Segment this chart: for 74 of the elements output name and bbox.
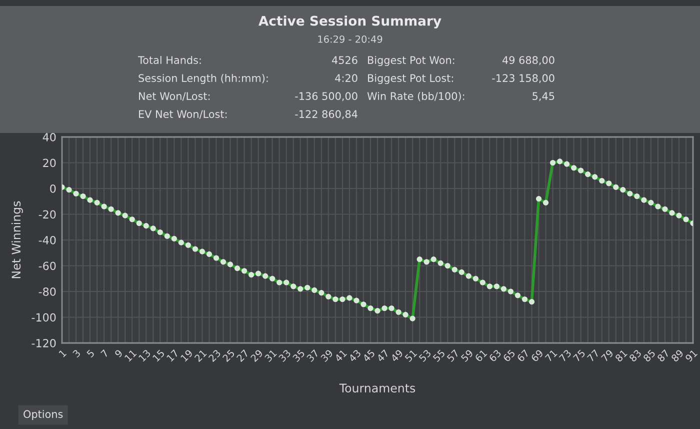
- y-tick-label: 0: [50, 184, 56, 193]
- text: EV Net Won/Lost:: [139, 110, 227, 119]
- x-tick-label: 73: [558, 349, 572, 362]
- text: 5,45: [532, 92, 554, 102]
- y-tick-label: -100: [32, 313, 56, 322]
- y-tick-label: -80: [38, 287, 56, 296]
- x-tick-label: 55: [432, 349, 446, 362]
- x-tick-label: 39: [320, 349, 334, 362]
- x-tick-label: 57: [446, 349, 460, 362]
- x-tick-label: 15: [152, 349, 165, 362]
- x-tick-label: 45: [362, 349, 376, 362]
- x-tick-label: 27: [236, 349, 249, 362]
- text: -136 500,00: [295, 92, 358, 102]
- x-tick-label: 25: [222, 349, 235, 362]
- text: Options: [24, 410, 63, 420]
- x-tick-label: 35: [292, 349, 306, 362]
- chart-subtitle: 16:29 - 20:49: [318, 35, 382, 43]
- y-tick-label: -60: [38, 262, 56, 270]
- x-tick-label: 59: [460, 349, 474, 362]
- x-tick-label: 43: [348, 349, 362, 362]
- chart-title: Active Session Summary: [258, 16, 442, 28]
- x-tick-label: 17: [166, 349, 179, 362]
- x-tick-label: 21: [194, 349, 207, 362]
- text: -122 860,84: [295, 110, 358, 120]
- x-tick-label: 5: [86, 349, 95, 358]
- y-tick-label: 20: [43, 158, 56, 168]
- x-tick-label: 51: [404, 349, 418, 362]
- x-axis-title: Tournaments: [339, 384, 416, 393]
- x-tick-label: 67: [516, 349, 530, 362]
- x-tick-label: 87: [656, 349, 670, 362]
- x-tick-label: 75: [572, 349, 586, 362]
- text: Biggest Pot Lost:: [368, 74, 453, 84]
- x-tick-label: 31: [264, 349, 278, 362]
- x-tick-label: 47: [376, 349, 390, 362]
- y-axis-title: Net Winnings: [11, 201, 23, 278]
- text: Net Won/Lost:: [139, 92, 210, 101]
- text: 4526: [332, 56, 358, 64]
- text: Win Rate (bb/100):: [367, 92, 464, 102]
- text: 4:20: [335, 74, 358, 82]
- x-tick-label: 41: [334, 349, 348, 362]
- x-tick-label: 53: [418, 349, 432, 362]
- text: Session Length (hh:mm):: [138, 74, 268, 84]
- x-tick-label: 69: [530, 349, 544, 362]
- y-tick-label: -120: [32, 338, 56, 348]
- x-tick-label: 29: [250, 349, 264, 362]
- x-tick-label: 91: [684, 349, 698, 362]
- x-tick-label: 77: [586, 349, 600, 362]
- x-tick-label: 71: [544, 349, 558, 362]
- x-tick-label: 83: [628, 349, 642, 362]
- text: -123 158,00: [492, 74, 554, 84]
- x-tick-label: 7: [100, 349, 109, 358]
- x-tick-label: 33: [278, 349, 292, 362]
- x-tick-label: 89: [670, 349, 684, 362]
- text: 49 688,00: [502, 56, 554, 66]
- y-tick-label: 40: [42, 132, 56, 142]
- y-tick-label: -40: [38, 236, 56, 244]
- x-tick-label: 79: [600, 349, 614, 362]
- y-tick-label: -20: [38, 210, 56, 219]
- x-tick-label: 81: [614, 349, 628, 362]
- x-tick-label: 63: [488, 349, 502, 362]
- x-tick-label: 9: [114, 349, 123, 358]
- x-tick-label: 3: [72, 349, 81, 358]
- x-tick-label: 1: [58, 349, 67, 358]
- x-tick-label: 13: [138, 349, 151, 362]
- x-tick-label: 11: [124, 349, 137, 362]
- x-tick-label: 61: [474, 349, 488, 362]
- text: Biggest Pot Won:: [368, 56, 454, 66]
- text: Total Hands:: [138, 56, 201, 64]
- x-tick-label: 37: [306, 349, 320, 362]
- x-tick-label: 19: [180, 349, 194, 362]
- x-tick-label: 49: [390, 349, 404, 362]
- x-tick-label: 23: [208, 349, 222, 362]
- x-tick-label: 85: [642, 349, 656, 362]
- x-tick-label: 65: [502, 349, 516, 362]
